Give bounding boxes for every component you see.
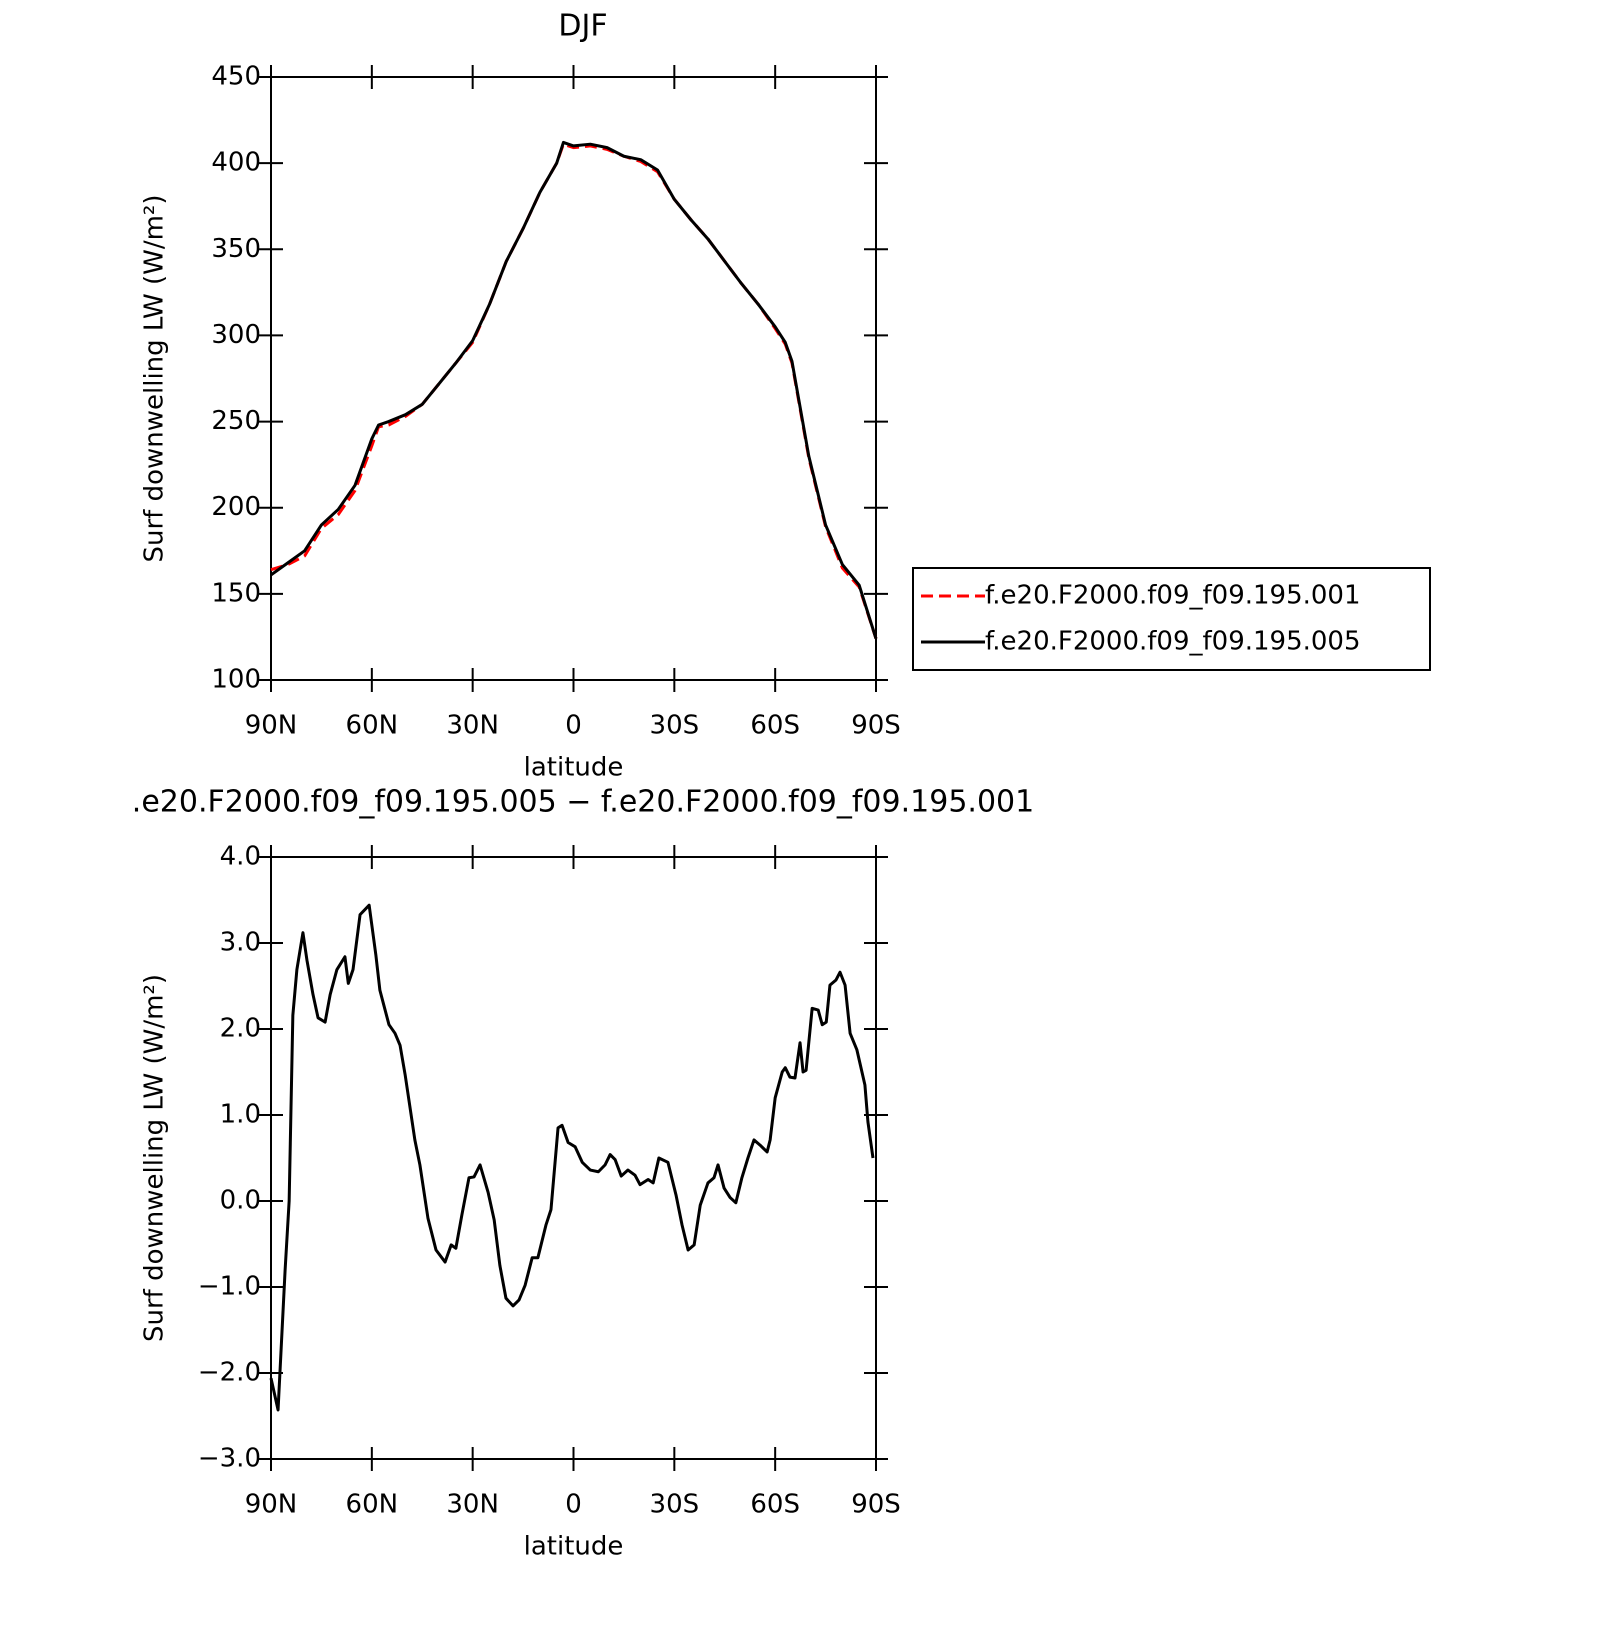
legend-label: f.e20.F2000.f09_f09.195.001	[985, 581, 1361, 611]
y-tick-label: 350	[211, 234, 261, 264]
y-axis-label: Surf downwelling LW (W/m²)	[140, 974, 170, 1342]
y-tick-label: −3.0	[198, 1444, 261, 1474]
x-tick-label: 0	[565, 711, 582, 741]
legend-box	[912, 567, 1431, 671]
y-tick-label: −2.0	[198, 1358, 261, 1388]
plot-frame	[270, 76, 877, 681]
chart-title: DJF	[558, 9, 607, 44]
x-axis-label: latitude	[524, 753, 624, 783]
chart-title: .e20.F2000.f09_f09.195.005 − f.e20.F2000…	[132, 785, 1034, 820]
x-tick-label: 60N	[346, 711, 399, 741]
x-tick-label: 90S	[851, 711, 901, 741]
x-tick-label: 30S	[650, 711, 700, 741]
x-tick-label: 30N	[446, 1490, 499, 1520]
legend-label: f.e20.F2000.f09_f09.195.005	[985, 627, 1361, 657]
y-tick-label: 2.0	[220, 1014, 261, 1044]
x-tick-label: 90S	[851, 1490, 901, 1520]
y-tick-label: 450	[211, 62, 261, 92]
x-tick-label: 30N	[446, 711, 499, 741]
plot-frame	[270, 856, 877, 1460]
y-tick-label: 0.0	[220, 1186, 261, 1216]
x-tick-label: 60S	[750, 711, 800, 741]
x-tick-label: 0	[565, 1490, 582, 1520]
x-axis-label: latitude	[524, 1532, 624, 1562]
x-tick-label: 30S	[650, 1490, 700, 1520]
x-tick-label: 60S	[750, 1490, 800, 1520]
series-line	[270, 142, 878, 640]
y-tick-label: 1.0	[220, 1100, 261, 1130]
series-line	[270, 140, 878, 640]
y-tick-label: −1.0	[198, 1272, 261, 1302]
x-tick-label: 60N	[346, 1490, 399, 1520]
y-tick-label: 250	[211, 406, 261, 436]
y-tick-label: 100	[211, 665, 261, 695]
y-tick-label: 400	[211, 148, 261, 178]
y-tick-label: 300	[211, 320, 261, 350]
series-line	[269, 903, 875, 1412]
x-tick-label: 90N	[245, 1490, 298, 1520]
y-tick-label: 200	[211, 492, 261, 522]
y-axis-label: Surf downwelling LW (W/m²)	[140, 195, 170, 563]
y-tick-label: 3.0	[220, 928, 261, 958]
x-tick-label: 90N	[245, 711, 298, 741]
y-tick-label: 4.0	[220, 842, 261, 872]
y-tick-label: 150	[211, 578, 261, 608]
